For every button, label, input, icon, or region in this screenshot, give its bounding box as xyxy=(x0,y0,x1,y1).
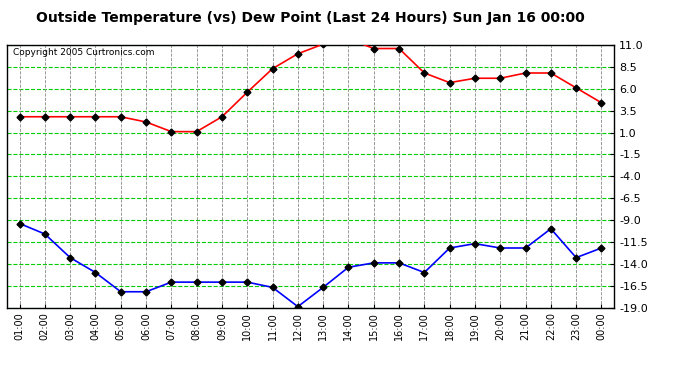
Text: Outside Temperature (vs) Dew Point (Last 24 Hours) Sun Jan 16 00:00: Outside Temperature (vs) Dew Point (Last… xyxy=(36,11,585,25)
Text: Copyright 2005 Curtronics.com: Copyright 2005 Curtronics.com xyxy=(13,48,155,57)
